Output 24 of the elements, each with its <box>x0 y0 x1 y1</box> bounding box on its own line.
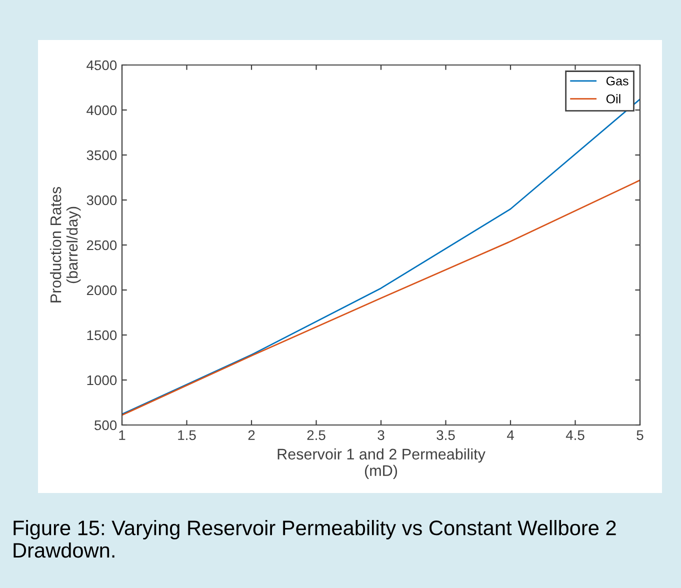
y-tick-label: 1000 <box>87 375 117 386</box>
y-tick-label: 500 <box>94 420 117 430</box>
y-tick-label: 4000 <box>86 105 117 116</box>
legend-label: Oil <box>606 94 620 104</box>
x-tick-label: 3.5 <box>436 430 455 440</box>
x-tick-label: 4.5 <box>566 430 584 440</box>
x-tick-label: 2 <box>248 430 255 440</box>
caption: Figure 15: Varying Reservoir Permeability vs Constant Wellbore 2 Drawdown. <box>14 520 616 558</box>
y-tick-label: 2500 <box>86 240 117 250</box>
x-tick-label: 3 <box>378 430 384 440</box>
y-tick-label: 3500 <box>86 150 117 160</box>
line-series <box>122 180 640 416</box>
x-tick-label: 5 <box>636 430 644 440</box>
x-tick-label: 1 <box>119 430 126 440</box>
x-tick-label: 1.5 <box>178 430 196 440</box>
y-tick-label: 4500 <box>86 60 117 70</box>
y-tick-label: 1500 <box>87 330 117 340</box>
y-tick-label: 2000 <box>86 285 117 296</box>
x-axis-title: Reservoir 1 and 2 Permeability (mD) <box>278 448 486 480</box>
x-tick-label: 4 <box>506 430 514 440</box>
y-tick-label: 3000 <box>86 195 117 206</box>
x-tick-label: 2.5 <box>307 430 326 440</box>
y-axis-title: Production Rates (barrel/day) <box>50 186 81 302</box>
legend-label: Gas <box>606 76 628 86</box>
